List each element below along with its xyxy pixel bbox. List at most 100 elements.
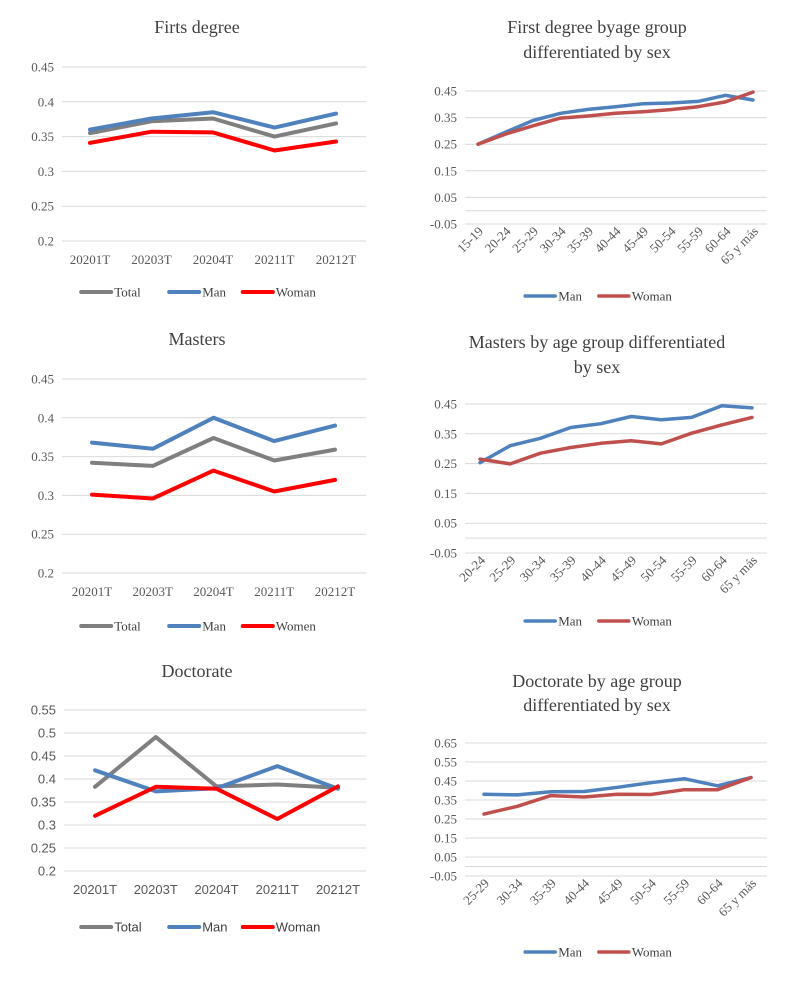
legend-label: Woman — [276, 285, 317, 300]
chart-title: Masters — [169, 329, 226, 349]
y-tick-label: 0.2 — [38, 566, 54, 581]
x-tick-label: 20211T — [254, 584, 294, 599]
legend-label: Woman — [276, 920, 321, 935]
y-tick-label: 0.4 — [38, 410, 55, 425]
y-tick-label: 0.45 — [434, 397, 457, 412]
x-tick-label: 35-39 — [547, 553, 579, 585]
y-tick-label: 0.4 — [38, 94, 55, 109]
x-tick-label: 20211T — [256, 882, 299, 897]
y-tick-label: 0.35 — [434, 110, 457, 125]
series-line-woman — [93, 784, 340, 821]
legend-label: Man — [202, 619, 226, 634]
x-tick-label: 40-44 — [592, 223, 624, 255]
chart-title: by sex — [574, 357, 621, 377]
y-tick-label: 0.3 — [38, 488, 54, 503]
x-tick-label: 20212T — [315, 584, 356, 599]
y-tick-label: 0.45 — [434, 84, 457, 99]
y-tick-label: 0.4 — [38, 772, 56, 787]
legend-label: Man — [558, 614, 582, 629]
y-tick-label: 0.35 — [434, 793, 457, 808]
series-line-woman — [476, 90, 755, 146]
chart-masters-by-age: Masters by age group differentiated by se… — [430, 332, 767, 629]
chart-title: Doctorate by age group — [512, 671, 681, 691]
legend-label: Women — [276, 619, 317, 634]
y-tick-label: 0.35 — [434, 426, 457, 441]
series-line-man — [482, 775, 753, 797]
y-tick-label: 0.05 — [434, 516, 457, 531]
y-tick-label: 0.15 — [434, 163, 457, 178]
y-tick-label: 0.25 — [31, 199, 54, 214]
chart-first-degree-by-age: First degree byage group differentiated b… — [430, 17, 767, 304]
series-line-man — [90, 415, 337, 451]
series-line-women — [90, 468, 337, 501]
x-tick-label: 15-19 — [454, 224, 486, 256]
series-line-woman — [478, 415, 754, 466]
x-tick-label: 20204T — [193, 252, 234, 267]
chart-masters: Masters 0.2 0.25 0.3 0.35 0.4 0.45 20201T 20203T… — [31, 329, 366, 634]
x-tick-label: 50-54 — [627, 875, 659, 907]
x-tick-label: 50-54 — [637, 552, 669, 584]
y-tick-label: -0.05 — [430, 869, 457, 884]
x-tick-label: 35-39 — [564, 224, 596, 256]
x-tick-label: 50-54 — [647, 223, 679, 255]
y-tick-label: 0.25 — [31, 841, 56, 856]
x-tick-label: 20203T — [133, 584, 174, 599]
x-tick-label: 65 y más — [715, 876, 759, 920]
x-tick-label: 40-44 — [577, 552, 609, 584]
y-tick-label: 0.05 — [434, 190, 457, 205]
y-tick-label: 0.2 — [38, 234, 54, 249]
y-tick-label: 0.35 — [31, 795, 56, 810]
x-tick-label: 35-39 — [527, 876, 559, 908]
x-tick-label: 20203T — [131, 252, 172, 267]
y-tick-label: 0.35 — [31, 449, 54, 464]
x-tick-label: 30-34 — [537, 223, 569, 255]
x-tick-label: 30-34 — [517, 552, 549, 584]
y-tick-label: 0.25 — [434, 812, 457, 827]
y-tick-label: 0.45 — [31, 372, 54, 387]
chart-title: differentiated by sex — [523, 695, 671, 715]
y-tick-label: 0.15 — [434, 486, 457, 501]
x-tick-label: 20201T — [72, 584, 113, 599]
y-tick-label: 0.25 — [31, 527, 54, 542]
legend-label: Man — [558, 945, 582, 960]
y-tick-label: 0.3 — [38, 818, 56, 833]
legend-label: Woman — [632, 945, 673, 960]
x-tick-label: 55-59 — [668, 553, 700, 585]
chart-title: Masters by age group differentiated — [469, 332, 726, 352]
chart-doctorate-by-age: Doctorate by age group differentiated by … — [430, 671, 767, 960]
series-line-total — [90, 436, 337, 468]
chart-doctorate: Doctorate 0.2 0.25 0.3 0.35 0.4 0.45 0.5 0.55 202… — [31, 661, 366, 935]
y-tick-label: 0.65 — [434, 736, 457, 751]
series-line-total — [93, 735, 340, 790]
chart-title: First degree byage group — [507, 17, 686, 37]
x-tick-label: 20212T — [316, 252, 357, 267]
x-tick-label: 40-44 — [560, 875, 592, 907]
y-tick-label: 0.45 — [31, 749, 56, 764]
series-line-man — [478, 404, 754, 465]
y-tick-label: 0.5 — [38, 726, 56, 741]
y-tick-label: -0.05 — [430, 546, 457, 561]
y-tick-label: -0.05 — [430, 217, 457, 232]
x-tick-label: 30-34 — [493, 875, 525, 907]
y-tick-label: 0.35 — [31, 129, 54, 144]
y-tick-label: 0.15 — [434, 831, 457, 846]
legend-label: Total — [114, 619, 141, 634]
y-tick-label: 0.55 — [434, 755, 457, 770]
x-tick-label: 20204T — [194, 882, 238, 897]
legend-label: Woman — [632, 289, 673, 304]
legend-label: Man — [202, 285, 226, 300]
y-tick-label: 0.05 — [434, 850, 457, 865]
legend-label: Total — [114, 920, 142, 935]
series-line-woman — [88, 129, 338, 153]
y-tick-label: 0.25 — [434, 137, 457, 152]
x-tick-label: 20-24 — [482, 223, 514, 255]
x-tick-label: 25-29 — [486, 553, 518, 585]
x-tick-label: 45-49 — [594, 876, 626, 908]
x-tick-label: 25-29 — [460, 876, 492, 908]
x-tick-label: 20201T — [70, 252, 111, 267]
x-tick-label: 45-49 — [607, 553, 639, 585]
chart-title: differentiated by sex — [523, 42, 671, 62]
x-tick-label: 20204T — [193, 584, 234, 599]
y-tick-label: 0.45 — [31, 60, 54, 75]
legend-label: Total — [114, 285, 141, 300]
